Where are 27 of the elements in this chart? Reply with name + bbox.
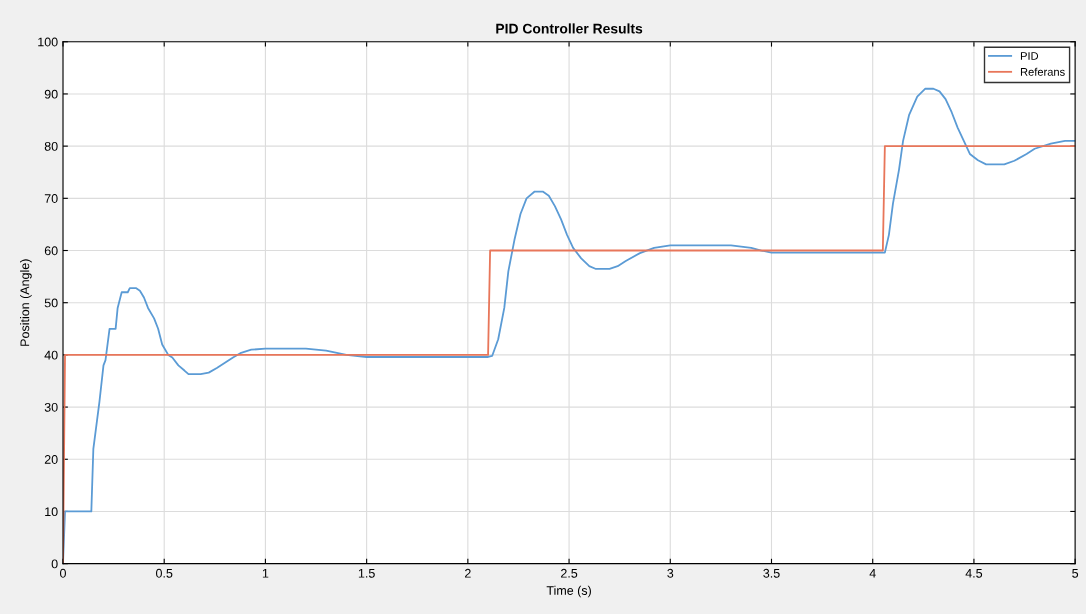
legend-label: Referans <box>1020 67 1065 76</box>
y-tick-label: 0 <box>51 559 58 569</box>
x-tick-label: 3 <box>667 568 674 578</box>
x-tick-label: 2.5 <box>561 568 578 578</box>
y-tick-label: 80 <box>44 141 58 151</box>
y-tick-label: 70 <box>44 194 58 203</box>
x-tick-label: 4.5 <box>965 568 983 578</box>
x-tick-label: 5 <box>1072 568 1079 578</box>
y-axis-title: Position (Angle) <box>20 259 32 346</box>
y-tick-label: 40 <box>44 350 58 360</box>
x-axis-title: Time (s) <box>546 585 591 598</box>
x-tick-label: 4 <box>869 568 876 578</box>
y-tick-label: 100 <box>38 37 58 47</box>
chart-title: PID Controller Results <box>496 23 643 34</box>
x-tick-label: 2 <box>465 568 471 578</box>
x-tick-label: 1 <box>262 568 269 578</box>
y-tick-label: 20 <box>44 455 58 464</box>
x-tick-label: 1.5 <box>358 568 375 578</box>
y-tick-label: 50 <box>44 298 58 308</box>
y-tick-label: 60 <box>44 246 58 256</box>
y-tick-label: 10 <box>45 507 58 517</box>
y-tick-label: 30 <box>44 402 58 412</box>
x-tick-label: 0.5 <box>156 568 173 578</box>
x-tick-label: 0 <box>60 568 66 578</box>
y-tick-label: 90 <box>44 89 58 99</box>
legend-label: PID <box>1020 52 1039 60</box>
x-tick-label: 3.5 <box>763 568 780 578</box>
